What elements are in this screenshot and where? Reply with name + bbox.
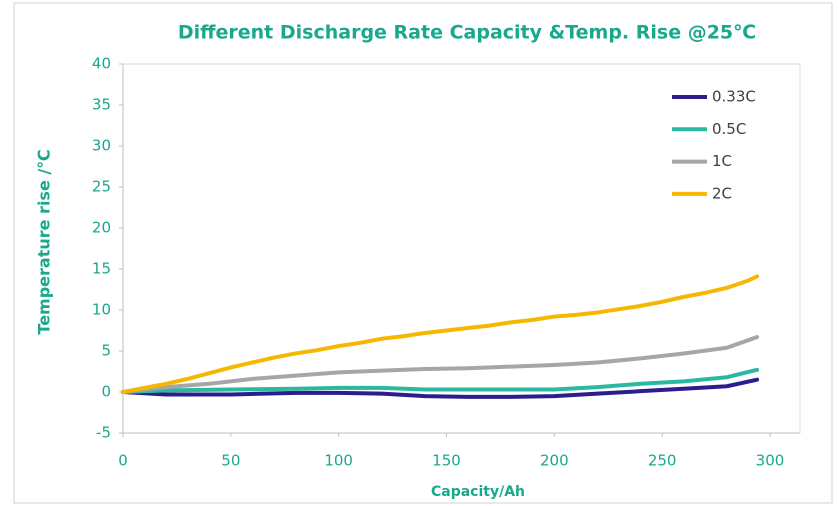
series-line <box>121 335 760 394</box>
series-line <box>121 367 760 394</box>
y-tick-label: 10 <box>92 301 111 319</box>
chart-title: Different Discharge Rate Capacity &Temp.… <box>178 22 756 44</box>
legend-label: 2C <box>712 184 732 202</box>
x-tick-label: 0 <box>118 452 128 470</box>
y-axis-label: Temperature rise /℃ <box>35 149 54 334</box>
y-tick-label: 5 <box>101 342 111 360</box>
x-tick-label: 100 <box>324 452 353 470</box>
x-tick-label: 250 <box>648 452 677 470</box>
legend-label: 1C <box>712 152 732 170</box>
x-tick-label: 300 <box>756 452 785 470</box>
y-tick-label: 30 <box>92 137 111 155</box>
y-tick-label: 25 <box>92 178 111 196</box>
y-tick-label: 0 <box>101 383 111 401</box>
series-line <box>121 377 760 399</box>
legend-label: 0.5C <box>712 120 746 138</box>
legend-label: 0.33C <box>712 88 756 106</box>
y-tick-label: 20 <box>92 219 111 237</box>
plot-frame <box>122 63 801 434</box>
y-tick-label: 40 <box>92 55 111 73</box>
y-tick-label: 15 <box>92 260 111 278</box>
x-axis-label: Capacity/Ah <box>431 484 525 500</box>
x-tick-label: 200 <box>540 452 569 470</box>
y-tick-label: -5 <box>96 424 111 442</box>
x-tick-label: 150 <box>432 452 461 470</box>
series-line <box>121 274 760 394</box>
chart-frame <box>13 2 833 504</box>
x-tick-label: 50 <box>221 452 240 470</box>
y-tick-label: 35 <box>92 96 111 114</box>
